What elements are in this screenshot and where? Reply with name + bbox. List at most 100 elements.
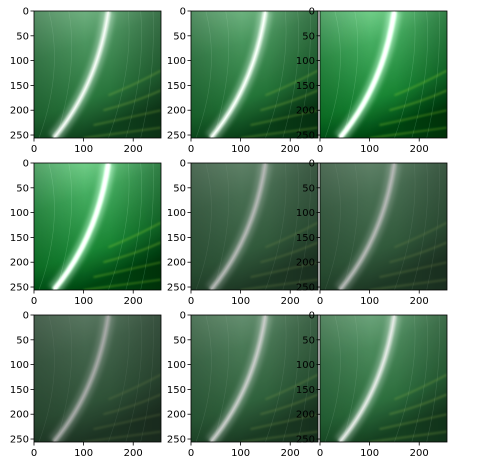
- x-tick-label: 200: [124, 448, 143, 459]
- x-tick-label: 100: [74, 448, 93, 459]
- x-tick-label: 0: [31, 296, 37, 307]
- y-tick-label: 250: [10, 283, 29, 294]
- panel-image: [320, 163, 447, 290]
- y-tick-label: 0: [23, 311, 29, 322]
- y-tick-label: 150: [167, 385, 186, 396]
- y-tick-label: 0: [180, 159, 186, 170]
- y-tick-label: 50: [302, 31, 315, 42]
- y-tick-label: 150: [167, 233, 186, 244]
- panel-image: [320, 11, 447, 138]
- x-tick-label: 0: [188, 296, 194, 307]
- y-tick-label: 250: [167, 283, 186, 294]
- y-tick-label: 50: [16, 183, 29, 194]
- x-tick-label: 0: [317, 144, 323, 155]
- x-tick-label: 100: [360, 448, 379, 459]
- axes-frame: [190, 314, 319, 443]
- x-tick-label: 100: [360, 144, 379, 155]
- y-tick-label: 200: [296, 258, 315, 269]
- y-tick-label: 100: [167, 360, 186, 371]
- y-tick-label: 200: [296, 410, 315, 421]
- panel-3: 0 100 200 0 50 100 150 200 250: [296, 7, 448, 155]
- y-tick-label: 50: [16, 335, 29, 346]
- x-tick-label: 100: [74, 144, 93, 155]
- y-tick-label: 100: [296, 208, 315, 219]
- y-tick-label: 250: [10, 131, 29, 142]
- y-tick-label: 250: [167, 131, 186, 142]
- x-tick-label: 0: [31, 448, 37, 459]
- panel-image: [191, 163, 318, 290]
- axes-frame: [319, 10, 448, 139]
- axes-frame: [319, 314, 448, 443]
- y-tick-label: 250: [296, 283, 315, 294]
- axes-frame: [33, 162, 162, 291]
- x-tick-label: 200: [410, 296, 429, 307]
- y-tick-label: 0: [309, 159, 315, 170]
- axes-frame: [33, 314, 162, 443]
- x-tick-label: 200: [410, 144, 429, 155]
- y-tick-label: 150: [10, 81, 29, 92]
- y-tick-label: 200: [10, 106, 29, 117]
- axes-frame: [190, 162, 319, 291]
- y-tick-label: 0: [23, 159, 29, 170]
- x-tick-label: 0: [188, 448, 194, 459]
- panel-image: [34, 11, 161, 138]
- x-tick-label: 0: [317, 296, 323, 307]
- x-tick-label: 100: [231, 448, 250, 459]
- x-tick-label: 200: [281, 144, 300, 155]
- axes-frame: [190, 10, 319, 139]
- x-tick-label: 0: [31, 144, 37, 155]
- panel-5: 0 100 200 0 50 100 150 200 250: [167, 159, 319, 307]
- axes-frame: [33, 10, 162, 139]
- y-tick-label: 100: [296, 360, 315, 371]
- x-tick-label: 200: [124, 296, 143, 307]
- y-tick-label: 200: [10, 258, 29, 269]
- y-tick-label: 100: [10, 56, 29, 67]
- x-tick-label: 100: [360, 296, 379, 307]
- panel-image: [191, 315, 318, 442]
- y-tick-label: 150: [10, 233, 29, 244]
- panel-image: [34, 163, 161, 290]
- x-tick-label: 100: [231, 144, 250, 155]
- y-tick-label: 200: [296, 106, 315, 117]
- x-tick-label: 0: [317, 448, 323, 459]
- panel-image: [320, 315, 447, 442]
- x-tick-label: 200: [281, 448, 300, 459]
- y-tick-label: 200: [167, 258, 186, 269]
- panel-1: 0 100 200 0 50 100 150 200 250: [10, 7, 162, 155]
- y-tick-label: 100: [167, 56, 186, 67]
- x-tick-label: 100: [74, 296, 93, 307]
- y-tick-label: 150: [296, 81, 315, 92]
- y-tick-label: 150: [10, 385, 29, 396]
- y-tick-label: 250: [296, 435, 315, 446]
- panel-2: 0 100 200 0 50 100 150 200 250: [167, 7, 319, 155]
- x-tick-label: 100: [231, 296, 250, 307]
- y-tick-label: 200: [10, 410, 29, 421]
- y-tick-label: 150: [296, 233, 315, 244]
- y-tick-label: 100: [10, 208, 29, 219]
- x-tick-label: 200: [124, 144, 143, 155]
- y-tick-label: 250: [296, 131, 315, 142]
- y-tick-label: 200: [167, 106, 186, 117]
- panel-9: 0 100 200 0 50 100 150 200 250: [296, 311, 448, 459]
- axes-frame: [319, 162, 448, 291]
- y-tick-label: 0: [309, 311, 315, 322]
- y-tick-label: 150: [296, 385, 315, 396]
- y-tick-label: 0: [309, 7, 315, 18]
- x-tick-label: 200: [410, 448, 429, 459]
- panel-8: 0 100 200 0 50 100 150 200 250: [167, 311, 319, 459]
- panel-6: 0 100 200 0 50 100 150 200 250: [296, 159, 448, 307]
- y-tick-label: 100: [10, 360, 29, 371]
- y-tick-label: 0: [23, 7, 29, 18]
- x-tick-label: 200: [281, 296, 300, 307]
- panel-4: 0 100 200 0 50 100 150 200 250: [10, 159, 162, 307]
- y-tick-label: 50: [173, 31, 186, 42]
- y-tick-label: 50: [173, 183, 186, 194]
- panel-7: 0 100 200 0 50 100 150 200 250: [10, 311, 162, 459]
- y-tick-label: 250: [167, 435, 186, 446]
- y-tick-label: 100: [296, 56, 315, 67]
- y-tick-label: 50: [173, 335, 186, 346]
- y-tick-label: 50: [16, 31, 29, 42]
- y-tick-label: 150: [167, 81, 186, 92]
- y-tick-label: 50: [302, 183, 315, 194]
